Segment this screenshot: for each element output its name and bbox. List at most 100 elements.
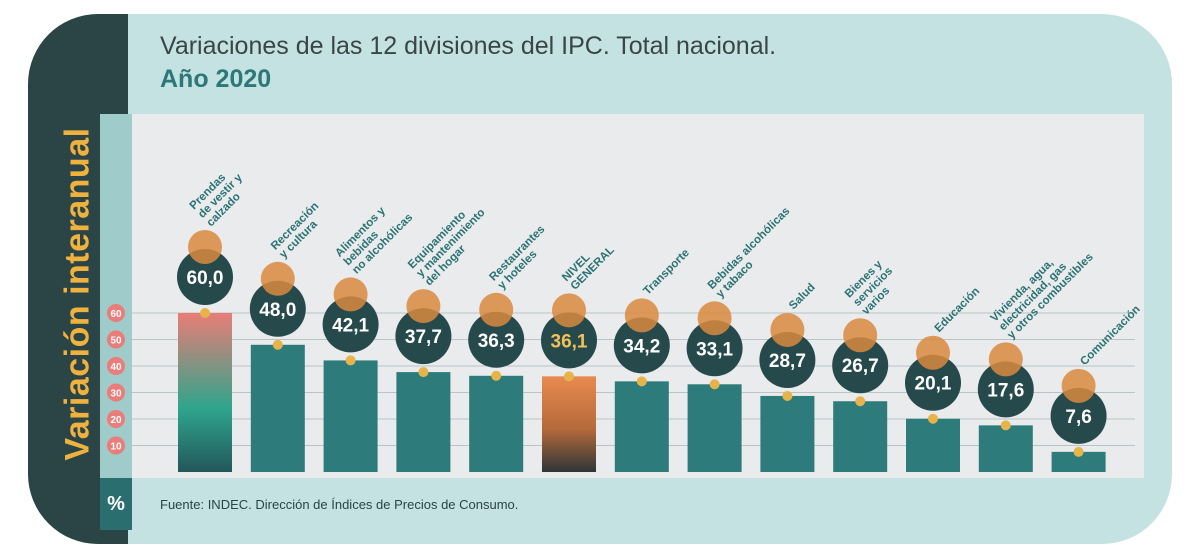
value-bubble bbox=[249, 280, 306, 337]
value-label: 37,7 bbox=[405, 327, 442, 348]
first-aid-icon bbox=[770, 312, 805, 347]
category-label-line: Salud bbox=[787, 281, 818, 312]
y-tick-marker bbox=[107, 304, 125, 322]
bar-top-dot bbox=[782, 390, 793, 401]
y-tick-label: 20 bbox=[110, 415, 122, 426]
bar bbox=[542, 376, 596, 472]
bar-top-dot bbox=[1073, 446, 1084, 457]
bar bbox=[250, 344, 305, 472]
book-icon bbox=[916, 335, 950, 370]
bar-top-dot bbox=[200, 308, 210, 318]
category-label-line: Educación bbox=[933, 285, 983, 335]
value-bubble bbox=[832, 337, 889, 394]
y-tick-marker bbox=[107, 436, 125, 455]
y-tick-label: 10 bbox=[110, 442, 122, 453]
bar-top-dot bbox=[709, 379, 720, 390]
phone-icon bbox=[1061, 368, 1096, 403]
value-bubble bbox=[686, 320, 743, 377]
bar-top-dot bbox=[636, 376, 647, 387]
y-tick-marker bbox=[107, 330, 125, 349]
value-bubble bbox=[613, 317, 670, 374]
value-label: 28,7 bbox=[769, 351, 806, 372]
value-label: 48,0 bbox=[259, 300, 296, 321]
value-label: 26,7 bbox=[842, 356, 879, 377]
value-label: 17,6 bbox=[987, 380, 1024, 401]
value-bubble bbox=[541, 312, 597, 369]
bar-top-dot bbox=[418, 367, 429, 378]
value-bubble bbox=[905, 354, 961, 411]
bar-top-dot bbox=[272, 339, 283, 350]
washing-machine-icon bbox=[406, 289, 441, 324]
unit-label: % bbox=[100, 478, 132, 530]
value-label: 7,6 bbox=[1065, 407, 1091, 428]
footer-band bbox=[132, 478, 1144, 530]
source-note: Fuente: INDEC. Dirección de Índices de P… bbox=[160, 497, 519, 512]
y-tick-label: 30 bbox=[110, 389, 122, 400]
bar-top-dot bbox=[1000, 420, 1011, 431]
bar bbox=[323, 360, 378, 472]
y-tick-label: 40 bbox=[110, 362, 122, 373]
cutlery-icon bbox=[479, 292, 514, 327]
shirt-icon bbox=[188, 230, 222, 264]
value-label: 33,1 bbox=[696, 339, 733, 360]
chart-title: Variaciones de las 12 divisiones del IPC… bbox=[160, 32, 776, 94]
bar bbox=[178, 313, 232, 472]
title-line-2: Año 2020 bbox=[160, 65, 272, 93]
value-label: 60,0 bbox=[187, 268, 224, 289]
bar-top-dot bbox=[345, 355, 356, 366]
value-bubble bbox=[177, 249, 233, 305]
value-bubble bbox=[395, 308, 452, 365]
bar-top-dot bbox=[564, 371, 574, 382]
bar bbox=[906, 418, 960, 472]
value-label: 20,1 bbox=[915, 374, 952, 395]
bottle-icon bbox=[697, 301, 732, 336]
bar bbox=[614, 381, 669, 472]
roast-chicken-icon bbox=[333, 277, 368, 312]
bar bbox=[978, 425, 1033, 472]
value-label: 36,3 bbox=[478, 331, 515, 352]
value-label: 36,1 bbox=[551, 331, 588, 352]
category-label: Salud bbox=[787, 281, 818, 312]
sun-beach-icon bbox=[260, 261, 295, 296]
bar bbox=[396, 372, 451, 472]
comb-scissors-icon bbox=[843, 318, 878, 353]
category-label: Educación bbox=[933, 285, 983, 335]
faucet-bulb-icon bbox=[988, 342, 1023, 377]
bar bbox=[687, 384, 742, 472]
y-tick-label: 60 bbox=[110, 309, 122, 320]
value-label: 34,2 bbox=[623, 336, 660, 357]
bar bbox=[760, 395, 815, 472]
bar bbox=[469, 375, 524, 472]
y-tick-marker bbox=[107, 410, 125, 428]
y-tick-label: 50 bbox=[110, 336, 122, 347]
title-line-1: Variaciones de las 12 divisiones del IPC… bbox=[160, 32, 777, 60]
value-label: 42,1 bbox=[332, 315, 369, 336]
value-bubble bbox=[759, 331, 816, 388]
value-bubble bbox=[977, 361, 1034, 418]
bar-top-dot bbox=[928, 413, 938, 424]
value-bubble bbox=[322, 296, 379, 353]
bus-icon bbox=[624, 298, 659, 333]
value-bubble bbox=[1050, 387, 1107, 444]
bar-top-dot bbox=[491, 370, 502, 381]
bar bbox=[833, 401, 888, 472]
value-bubble bbox=[468, 311, 525, 368]
shopping-basket-icon bbox=[552, 293, 586, 328]
category-label-line: Transporte bbox=[641, 247, 692, 298]
y-tick-marker bbox=[107, 383, 125, 402]
bar-top-dot bbox=[855, 396, 866, 407]
category-label: Transporte bbox=[641, 247, 692, 298]
category-label-line: Bebidas alcohólicas bbox=[706, 205, 793, 292]
bar bbox=[1051, 451, 1106, 472]
y-tick-marker bbox=[107, 357, 125, 375]
